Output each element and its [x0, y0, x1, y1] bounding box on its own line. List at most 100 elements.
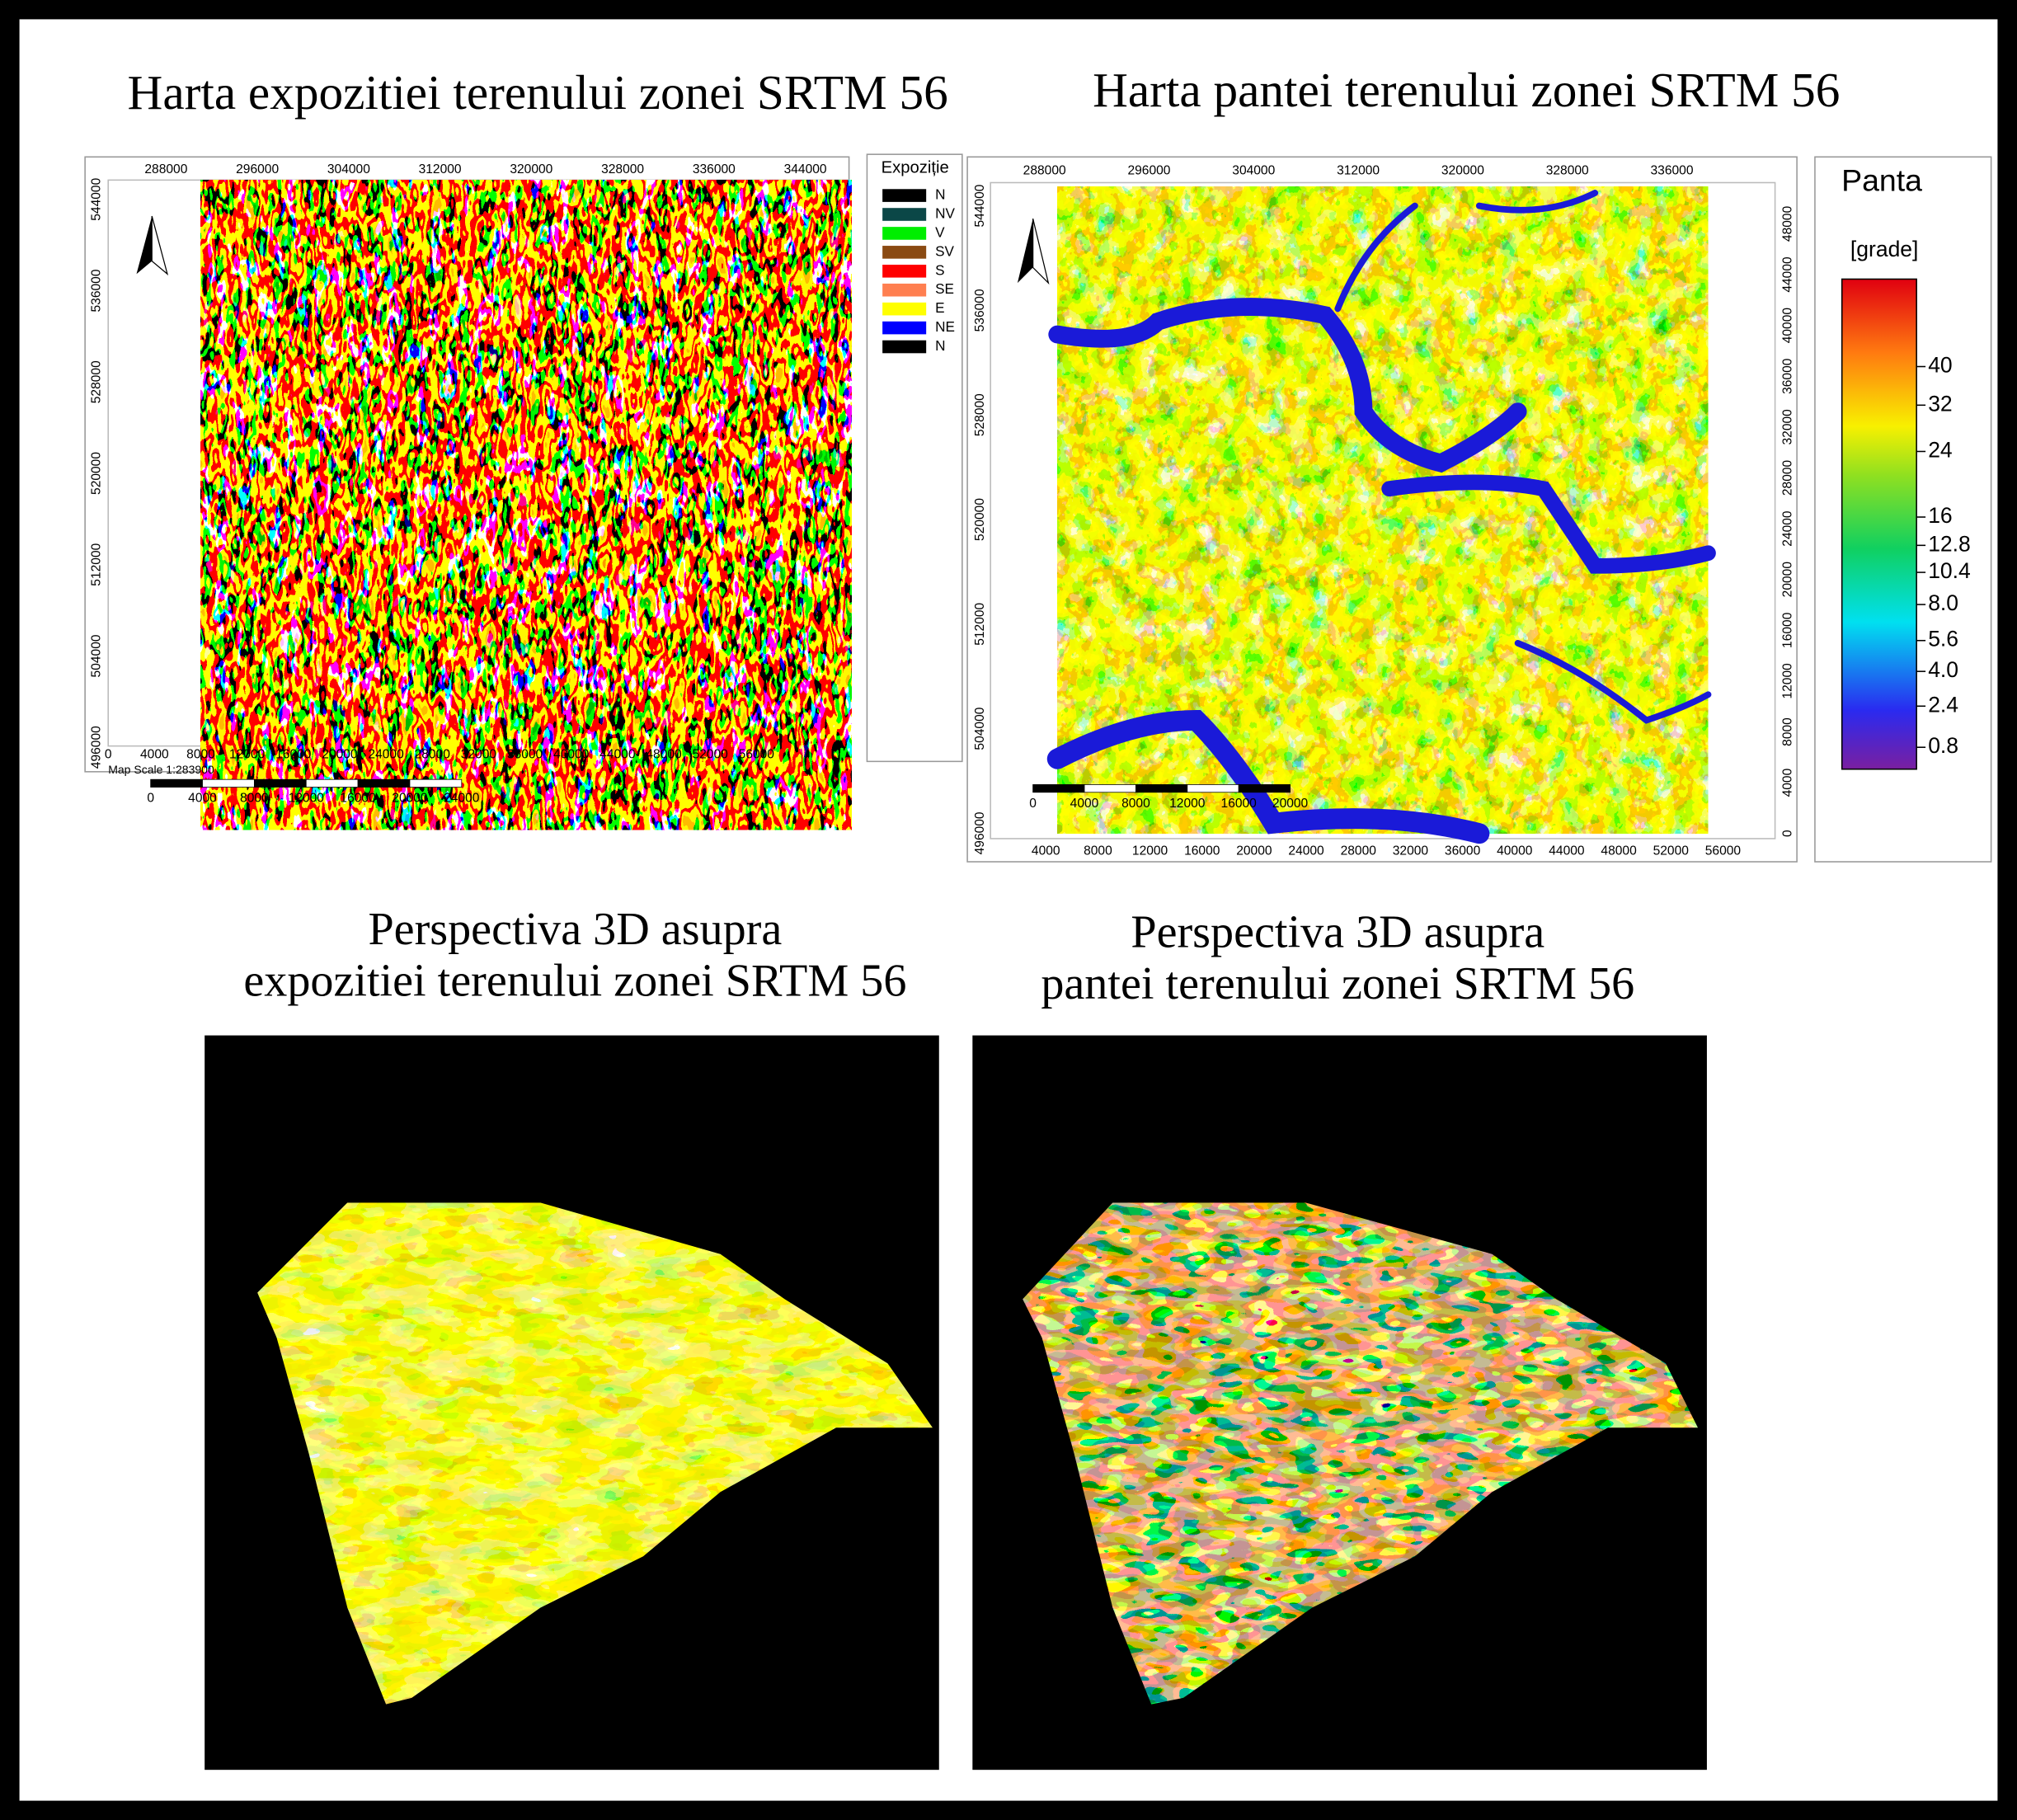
scalebar-segment [253, 778, 307, 788]
legend-swatch [882, 208, 927, 221]
tick-label: 0 [1780, 830, 1794, 837]
tick-label: 304000 [327, 162, 370, 176]
tick-label: 56000 [739, 748, 775, 762]
tick-label: 48000 [646, 748, 682, 762]
map-neatline [990, 181, 1776, 839]
tick-label: 48000 [1601, 844, 1637, 858]
tick-label: 328000 [601, 162, 644, 176]
tick-label: 20000 [1236, 844, 1272, 858]
tick-label: 12000 [1780, 663, 1794, 699]
tick-label: 544000 [973, 184, 987, 227]
tick-label: 8000 [1084, 844, 1112, 858]
legend-title: Panta [1841, 162, 1922, 197]
colorbar-label: 40 [1928, 353, 1952, 378]
colorbar-label: 24 [1928, 437, 1952, 462]
tick-label: 312000 [419, 162, 462, 176]
legend-label: E [935, 299, 944, 316]
colorbar-label: 12.8 [1928, 531, 1971, 556]
tick-label: 52000 [692, 748, 728, 762]
legend-swatch [882, 246, 927, 259]
tick-label: 320000 [1441, 164, 1484, 178]
view-title: Perspectiva 3D asupra [368, 904, 782, 955]
scalebar-segment [1238, 784, 1291, 793]
tick-label: 344000 [784, 162, 827, 176]
tick-label: 296000 [1127, 164, 1170, 178]
tick-label: 24000 [1288, 844, 1324, 858]
tick-label: 328000 [1546, 164, 1589, 178]
legend-swatch [882, 283, 927, 297]
colorbar-label: 0.8 [1928, 733, 1958, 758]
tick-label: 504000 [89, 634, 103, 677]
scalebar-segment [1187, 784, 1239, 793]
tick-label: 4000 [188, 792, 217, 806]
tick-label: 528000 [973, 393, 987, 436]
tick-label: 16000 [1221, 797, 1258, 811]
tick-label: 520000 [973, 498, 987, 541]
tick-label: 28000 [1780, 459, 1794, 496]
tick-label: 56000 [1705, 844, 1742, 858]
tick-label: 536000 [973, 289, 987, 332]
map-title: Harta pantei terenului zonei SRTM 56 [1093, 63, 1840, 117]
tick-label: 32000 [461, 748, 497, 762]
tick-label: 20000 [1272, 797, 1309, 811]
tick-label: 4000 [1032, 844, 1060, 858]
tick-label: 304000 [1232, 164, 1275, 178]
tick-label: 0 [147, 792, 154, 806]
scalebar-segment [1084, 784, 1136, 793]
legend-label: SV [935, 242, 954, 259]
legend-title: Expoziție [882, 159, 949, 177]
tick-label: 16000 [1780, 612, 1794, 648]
colorbar-label: 2.4 [1928, 692, 1958, 717]
tick-label: 16000 [275, 748, 312, 762]
colorbar-label: 4.0 [1928, 657, 1958, 682]
north-arrow [1017, 219, 1033, 284]
north-arrow [151, 215, 169, 275]
legend-label: NE [935, 318, 955, 335]
scalebar-segment [1135, 784, 1188, 793]
scale-text: Map Scale 1:283900 [108, 763, 214, 776]
tick-label: 48000 [1780, 205, 1794, 242]
scalebar-segment [202, 778, 255, 788]
legend-label: SE [935, 280, 954, 297]
tick-label: 4000 [140, 748, 169, 762]
tick-label: 528000 [89, 360, 103, 403]
view-title: Perspectiva 3D asupra [1131, 906, 1544, 957]
tick-label: 16000 [1184, 844, 1220, 858]
tick-label: 36000 [507, 748, 543, 762]
colorbar-label: 5.6 [1928, 627, 1958, 651]
tick-label: 336000 [693, 162, 736, 176]
tick-label: 12000 [229, 748, 266, 762]
tick-label: 4000 [1780, 768, 1794, 797]
tick-label: 32000 [1393, 844, 1429, 858]
tick-label: 336000 [1651, 164, 1694, 178]
scalebar-segment [357, 778, 411, 788]
tick-label: 8000 [240, 792, 269, 806]
colorbar-label: 8.0 [1928, 590, 1958, 615]
colorbar-label: 32 [1928, 391, 1952, 416]
tick-label: 8000 [186, 748, 215, 762]
colorbar-label: 16 [1928, 503, 1952, 528]
tick-label: 24000 [368, 748, 404, 762]
tick-label: 296000 [236, 162, 279, 176]
tick-label: 12000 [289, 792, 325, 806]
legend-label: S [935, 261, 944, 278]
tick-label: 312000 [1337, 164, 1380, 178]
tick-label: 496000 [89, 726, 103, 769]
north-arrow [1032, 219, 1050, 285]
legend-swatch [882, 321, 927, 335]
legend-label: N [935, 186, 945, 203]
tick-label: 320000 [510, 162, 552, 176]
legend-swatch [882, 227, 927, 240]
tick-label: 24000 [444, 792, 480, 806]
tick-label: 40000 [1497, 844, 1533, 858]
slope-raster [1057, 186, 1709, 834]
map-title: Harta expozitiei terenului zonei SRTM 56 [128, 65, 948, 120]
legend-swatch [882, 264, 927, 278]
tick-label: 24000 [1780, 510, 1794, 547]
legend-label: N [935, 337, 945, 354]
tick-label: 36000 [1780, 358, 1794, 394]
tick-label: 512000 [973, 602, 987, 645]
scalebar-segment [305, 778, 359, 788]
